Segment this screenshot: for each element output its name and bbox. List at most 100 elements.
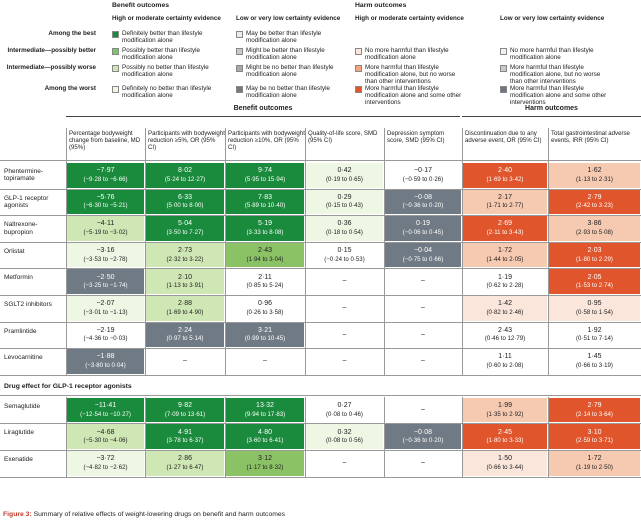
effect-estimate: 2·79 <box>587 193 602 201</box>
effect-estimate: 2·43 <box>497 326 512 334</box>
result-cell: 2·10 (1·13 to 3·91) <box>146 269 224 294</box>
effect-estimate: 9·74 <box>257 167 272 175</box>
effect-estimate: – <box>421 357 425 365</box>
effect-estimate: 2·05 <box>587 273 602 281</box>
column-divider <box>66 396 67 477</box>
benefit-header-rule <box>66 116 460 117</box>
result-cell: 1·11 (0·60 to 2·08) <box>463 349 547 374</box>
confidence-interval: (1·53 to 2·74) <box>576 282 613 290</box>
column-divider <box>225 396 226 477</box>
confidence-interval: (−6·30 to −5·21) <box>83 202 128 210</box>
result-cell: −3·72 (−4·82 to −2·62) <box>67 451 144 476</box>
confidence-interval: (0·66 to 3·19) <box>576 362 613 370</box>
confidence-interval: (0·26 to 3·58) <box>246 308 284 316</box>
effect-estimate: −4·68 <box>96 428 115 436</box>
confidence-interval: (2·59 to 3·71) <box>576 437 613 445</box>
result-cell: 1·50 (0·66 to 3·44) <box>463 451 547 476</box>
confidence-interval: (0·08 to 0·56) <box>326 437 363 445</box>
effect-estimate: – <box>183 357 187 365</box>
legend-harm-title: Harm outcomes <box>355 2 407 9</box>
confidence-interval: (3·33 to 8·08) <box>246 229 284 237</box>
effect-estimate: – <box>342 330 347 338</box>
effect-estimate: – <box>263 357 267 365</box>
result-cell: 1·72 (1·44 to 2·05) <box>463 242 547 268</box>
confidence-interval: (3·78 to 6·37) <box>166 437 204 445</box>
result-cell: 7·83 (5·89 to 10·40) <box>226 189 304 215</box>
legend-item: May be no better than lifestyle modifica… <box>236 85 348 99</box>
effect-estimate: 3·86 <box>587 220 602 228</box>
effect-estimate: −4·11 <box>96 220 115 228</box>
row-divider <box>0 423 641 425</box>
result-cell: 2·45 (1·80 to 3·33) <box>463 424 547 449</box>
effect-estimate: – <box>421 277 425 285</box>
legend-item-text: No more harmful than lifestyle modificat… <box>365 47 449 62</box>
column-header: Percentage bodyweight change from baseli… <box>69 130 141 151</box>
effect-estimate: 0·29 <box>337 193 352 201</box>
effect-estimate: −7·97 <box>96 167 115 175</box>
confidence-interval: (1·71 to 2·77) <box>486 202 524 210</box>
confidence-interval: (2·32 to 3·22) <box>166 255 204 263</box>
confidence-interval: (−5·30 to −4·06) <box>83 437 128 445</box>
legend-item: Possibly no better than lifestyle modifi… <box>112 64 224 78</box>
result-cell: −0·04 (−0·75 to 0·66) <box>385 242 461 268</box>
result-cell: 2·88 (1·69 to 4·90) <box>146 296 224 321</box>
effect-estimate: 2·45 <box>497 428 512 436</box>
confidence-interval: (−3·01 to −1·13) <box>83 308 128 316</box>
confidence-interval: (−0·06 to 0·45) <box>402 229 444 237</box>
effect-estimate: −0·04 <box>413 246 433 254</box>
legend-item-text: Possibly no better than lifestyle modifi… <box>122 64 209 79</box>
legend-item-text: Possibly better than lifestyle modificat… <box>122 47 201 62</box>
column-header: Participants with bodyweight reduction ≥… <box>148 130 225 151</box>
legend-item: More harmful than lifestyle modification… <box>355 85 467 107</box>
legend-item: More harmful than lifestyle modification… <box>355 64 467 86</box>
confidence-interval: (−0·36 to 0·20) <box>402 437 444 445</box>
row-divider <box>0 348 641 350</box>
drug-label: Liraglutide <box>4 429 34 437</box>
result-cell: 3·21 (0·99 to 10·45) <box>226 322 304 348</box>
result-cell: 9·82 (7·09 to 13·61) <box>146 397 224 423</box>
confidence-interval: (−12·54 to −10·27) <box>80 410 131 418</box>
legend-swatch <box>355 85 362 93</box>
legend-swatch <box>236 30 243 38</box>
result-cell: – <box>306 451 383 476</box>
result-cell: 1·19 (0·62 to 2·28) <box>463 269 547 294</box>
column-header: Discontinuation due to any adverse event… <box>465 130 542 144</box>
confidence-interval: (0·82 to 2·46) <box>486 308 524 316</box>
effect-estimate: 1·11 <box>498 353 512 361</box>
effect-estimate: 1·62 <box>587 167 602 175</box>
result-cell: 13·32 (9·94 to 17·83) <box>226 397 304 423</box>
legend-item: Definitely better than lifestyle modific… <box>112 30 224 44</box>
effect-estimate: 2·03 <box>587 246 602 254</box>
confidence-interval: (1·44 to 2·05) <box>486 255 524 263</box>
legend-swatch <box>500 64 507 72</box>
confidence-interval: (−5·19 to −3·02) <box>83 229 128 237</box>
confidence-interval: (1·80 to 2·29) <box>576 255 613 263</box>
legend-item: Might be better than lifestyle modificat… <box>236 47 348 61</box>
result-cell: 0·42 (0·19 to 0·65) <box>306 163 383 188</box>
confidence-interval: (2·11 to 3·43) <box>486 229 524 237</box>
effect-estimate: 0·95 <box>587 300 602 308</box>
effect-estimate: 0·32 <box>337 428 352 436</box>
result-cell: 2·86 (1·27 to 6·47) <box>146 451 224 476</box>
effect-estimate: 9·82 <box>177 401 192 409</box>
legend-row-label: Intermediate—possibly better <box>7 47 96 54</box>
confidence-interval: (5·00 to 8·00) <box>166 202 204 210</box>
result-cell: 2·03 (1·80 to 2·29) <box>549 242 640 268</box>
result-cell: 2·11 (0·85 to 5·24) <box>226 269 304 294</box>
legend-row-label: Among the worst <box>44 85 96 92</box>
legend-swatch <box>236 47 243 55</box>
confidence-interval: (2·93 to 5·08) <box>576 229 613 237</box>
row-divider <box>0 188 641 190</box>
result-cell: 0·32 (0·08 to 0·56) <box>306 424 383 449</box>
effect-estimate: −2·07 <box>96 300 115 308</box>
column-divider <box>145 128 146 375</box>
drug-label: Naltrexone-bupropion <box>4 221 38 236</box>
legend-item-text: May be no better than lifestyle modifica… <box>246 85 331 100</box>
effect-estimate: 6·33 <box>177 193 192 201</box>
legend-item-text: More harmful than lifestyle modification… <box>365 85 462 107</box>
effect-estimate: 0·19 <box>415 220 430 228</box>
confidence-interval: (5·24 to 12·27) <box>164 175 206 183</box>
effect-estimate: −1·88 <box>96 353 115 361</box>
confidence-interval: (1·13 to 2·31) <box>576 175 613 183</box>
effect-estimate: – <box>421 458 425 466</box>
